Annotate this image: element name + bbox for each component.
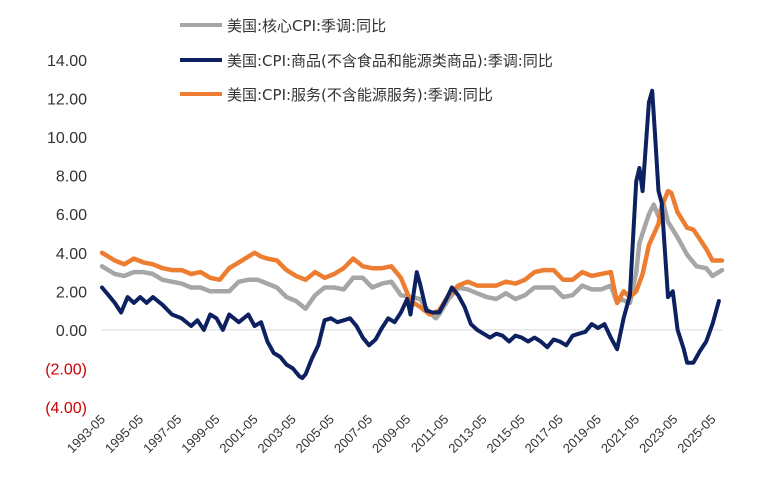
y-tick-label: 0.00 — [56, 323, 87, 340]
y-tick-label: (4.00) — [45, 400, 87, 417]
x-tick-label: 1993-05 — [64, 412, 108, 456]
x-tick-label: 2025-05 — [674, 412, 718, 456]
x-tick-label: 2023-05 — [636, 412, 680, 456]
x-tick-label: 2017-05 — [522, 412, 566, 456]
x-tick-label: 2009-05 — [369, 412, 413, 456]
legend-label-services: 美国:CPI:服务(不含能源服务):季调:同比 — [227, 86, 493, 104]
x-tick-label: 2011-05 — [408, 412, 452, 456]
x-tick-label: 2019-05 — [560, 412, 604, 456]
x-tick-label: 2005-05 — [293, 412, 337, 456]
x-tick-label: 1997-05 — [140, 412, 184, 456]
y-tick-label: 2.00 — [56, 284, 87, 301]
x-tick-label: 2013-05 — [445, 412, 489, 456]
y-tick-label: 4.00 — [56, 246, 87, 263]
x-axis: 1993-051995-051997-051999-052001-052003-… — [64, 412, 719, 456]
series-goods-line — [100, 88, 721, 381]
x-tick-label: 2007-05 — [331, 412, 375, 456]
legend-label-core-cpi: 美国:核心CPI:季调:同比 — [227, 17, 386, 35]
y-tick-label: (2.00) — [45, 361, 87, 378]
series-core-cpi-line — [99, 200, 725, 321]
y-tick-label: 8.00 — [56, 169, 87, 186]
y-tick-label: 14.00 — [47, 53, 87, 70]
y-tick-label: 12.00 — [47, 92, 87, 109]
x-tick-label: 1995-05 — [102, 412, 146, 456]
legend: 美国:核心CPI:季调:同比 美国:CPI:商品(不含食品和能源类商品):季调:… — [180, 17, 553, 104]
y-axis: 14.00 12.00 10.00 8.00 6.00 4.00 2.00 0.00 (2.00… — [45, 53, 87, 417]
x-tick-label: 2003-05 — [255, 412, 299, 456]
x-tick-label: 2021-05 — [598, 412, 642, 456]
x-tick-label: 2015-05 — [483, 412, 527, 456]
y-tick-label: 10.00 — [47, 130, 87, 147]
x-tick-label: 2001-05 — [216, 412, 260, 456]
x-tick-label: 1999-05 — [178, 412, 222, 456]
y-tick-label: 6.00 — [56, 207, 87, 224]
legend-label-goods: 美国:CPI:商品(不含食品和能源类商品):季调:同比 — [227, 52, 553, 70]
series-layer — [99, 88, 725, 381]
